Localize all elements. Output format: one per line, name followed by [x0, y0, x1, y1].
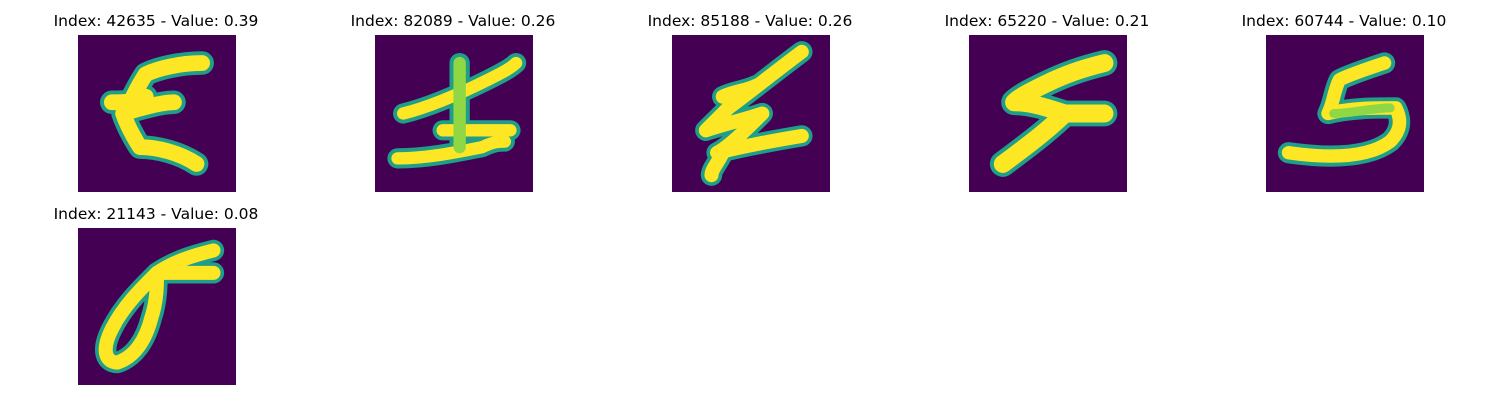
glyph-image	[78, 228, 236, 385]
panel-title: Index: 82089 - Value: 0.26	[350, 12, 556, 30]
panel-title: Index: 85188 - Value: 0.26	[647, 12, 853, 30]
image-panel-4: Index: 60744 - Value: 0.10	[1224, 0, 1464, 192]
glyph-image	[78, 35, 236, 192]
panel-title: Index: 60744 - Value: 0.10	[1241, 12, 1447, 30]
image-panel-2: Index: 85188 - Value: 0.26	[630, 0, 870, 192]
glyph-image	[969, 35, 1127, 192]
image-panel-3: Index: 65220 - Value: 0.21	[927, 0, 1167, 192]
glyph-image	[375, 35, 533, 192]
panel-title: Index: 65220 - Value: 0.21	[944, 12, 1150, 30]
image-panel-0: Index: 42635 - Value: 0.39	[36, 0, 276, 192]
image-panel-5: Index: 21143 - Value: 0.08	[36, 193, 276, 385]
image-panel-1: Index: 82089 - Value: 0.26	[333, 0, 573, 192]
glyph-image	[672, 35, 830, 192]
panel-title: Index: 21143 - Value: 0.08	[53, 205, 259, 223]
panel-title: Index: 42635 - Value: 0.39	[53, 12, 259, 30]
glyph-image	[1266, 35, 1424, 192]
